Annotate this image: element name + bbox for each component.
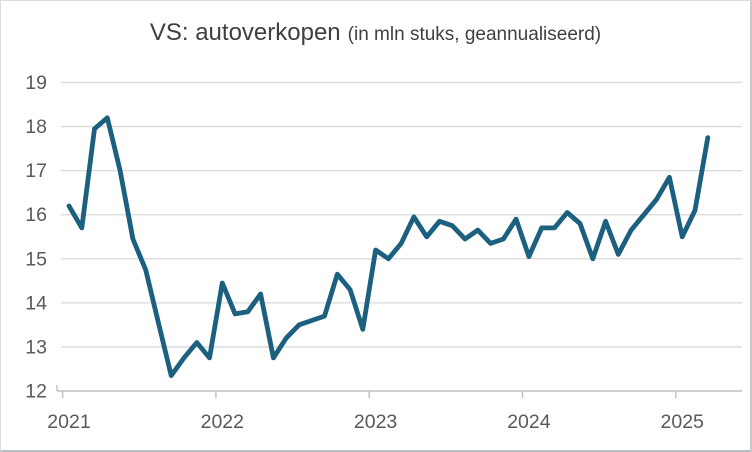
y-axis-tick-label: 17 [25, 160, 47, 182]
x-axis-tick-label: 2025 [661, 411, 705, 433]
y-axis-tick-label: 14 [25, 292, 47, 314]
y-axis-tick-label: 18 [25, 116, 47, 138]
chart-title-main: VS: autoverkopen [149, 19, 341, 46]
x-axis-tick-label: 2021 [47, 411, 90, 433]
y-axis-tick-label: 15 [25, 248, 47, 270]
y-axis-tick-label: 16 [25, 204, 47, 226]
x-axis-tick-label: 2022 [201, 411, 244, 433]
y-axis-tick-label: 13 [25, 336, 47, 358]
chart-title: VS: autoverkopen (in mln stuks, geannuali… [1, 19, 750, 47]
x-axis-tick-label: 2023 [354, 411, 397, 433]
chart-title-subtitle: (in mln stuks, geannualiseerd) [347, 24, 602, 45]
x-axis-tick-label: 2024 [507, 411, 551, 433]
y-axis-tick-label: 19 [25, 72, 47, 94]
y-axis-tick-label: 12 [25, 381, 47, 403]
series-line [66, 115, 711, 379]
